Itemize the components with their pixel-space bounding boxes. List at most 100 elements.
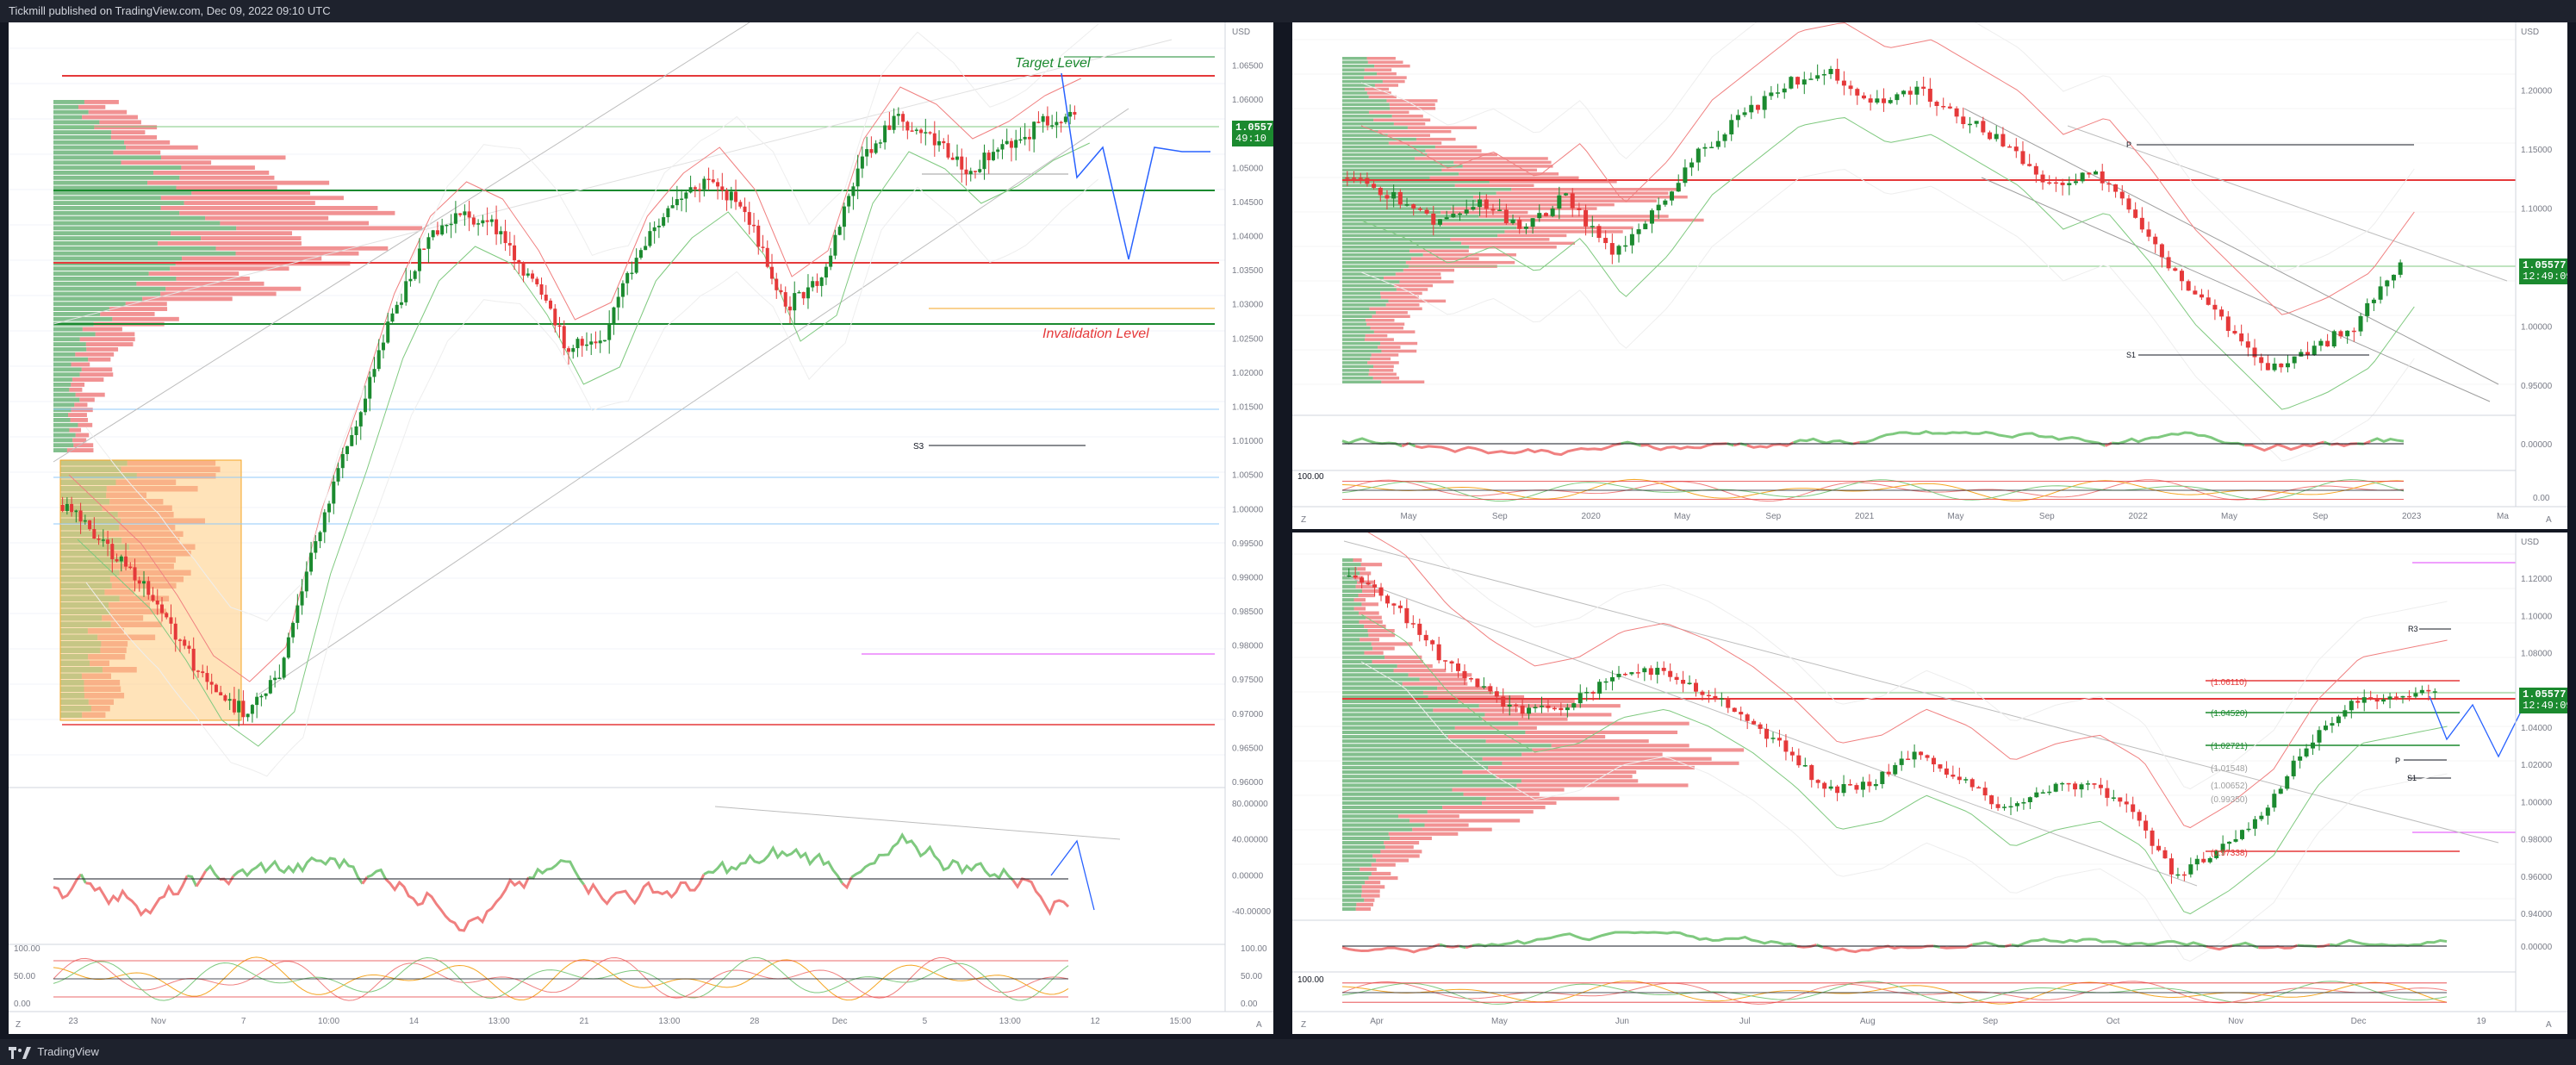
scale-a-button[interactable]: A [1256,1020,1262,1030]
daily-vp-green [1342,700,1459,704]
main-candle [467,211,471,218]
daily-candle [1430,640,1435,645]
scale-z-button[interactable]: Z [16,1020,21,1030]
main-osc-line [361,876,369,885]
main-chart-panel[interactable]: Target Level Invalidation Level S3 USD 1.… [9,22,1273,1034]
daily-vp-red [1353,558,1362,563]
main-axis-label: 1.03000 [1232,301,1264,310]
main-vp-green [53,427,70,433]
main-candle [576,339,580,349]
main-vp-red [71,362,90,367]
main-candle [431,230,435,238]
weekly-candle [1888,100,1893,103]
main-candle [905,121,910,131]
weekly-vp-green [1342,346,1378,349]
weekly-vp-green [1342,296,1381,299]
daily-vp-green [1342,584,1356,589]
weekly-vp-red [1365,333,1388,338]
main-candle [214,684,218,693]
daily-candle [1706,694,1711,697]
weekly-candle [1649,210,1654,224]
main-osc-line [219,875,235,887]
daily-vp-red [1516,783,1689,788]
weekly-vp-red [1469,246,1557,249]
weekly-candle [2225,316,2231,332]
daily-candle [2381,699,2386,702]
main-candle [300,591,304,606]
daily-candle [1969,779,1975,788]
main-vp-red [160,206,378,210]
weekly-scale-a[interactable]: A [2546,515,2552,525]
daily-channel-1 [1343,575,2198,887]
main-candle [946,143,950,158]
weekly-vp-green [1342,299,1389,303]
weekly-vp-red [1497,234,1567,238]
weekly-candle [2325,340,2330,347]
main-candle [756,225,761,247]
main-candle [151,595,155,601]
daily-vp-green [1342,717,1483,721]
weekly-chart-panel[interactable]: P S1 USD1.200001.150001.100001.050001.00… [1292,22,2567,529]
weekly-candle [2358,315,2363,332]
main-vp-green [53,332,96,337]
daily-scale-z[interactable]: Z [1301,1020,1306,1030]
weekly-chart-svg[interactable]: P S1 USD1.200001.150001.100001.050001.00… [1292,22,2567,529]
weekly-candle [2033,165,2038,175]
main-candle [553,308,557,326]
weekly-vp-green [1342,122,1394,126]
weekly-candle [1755,104,1760,110]
main-candle [408,278,413,282]
main-vp-green [53,120,100,125]
daily-candle [1372,584,1378,588]
weekly-vp-red [1380,291,1422,296]
weekly-vp-red [1380,296,1419,299]
main-vp-green [53,231,171,236]
main-candle [602,339,607,342]
daily-vp-red [1371,871,1391,875]
daily-osc-line [1822,944,1934,954]
weekly-candle [2000,134,2006,146]
weekly-vp-red [1377,72,1397,76]
main-candle [232,699,236,713]
main-vp-red [73,443,94,448]
weekly-osc-axis-label: 0.00000 [2521,440,2553,450]
daily-chart-panel[interactable]: R3 (1.06110) (1.04520) (1.02721) (1.0154… [1292,532,2567,1034]
daily-vp-green [1342,788,1453,792]
weekly-candle [1670,191,1675,201]
main-candle [476,223,481,225]
daily-candle [1610,676,1615,682]
daily-vp-green [1342,567,1358,571]
daily-vp-green [1342,664,1397,669]
daily-candle [1951,775,1956,777]
weekly-vp-green [1342,91,1367,95]
daily-candle [1417,623,1422,635]
main-candle [187,645,191,649]
weekly-vp-green [1342,372,1369,377]
main-time-axis: 23 Nov 7 10:00 14 13:00 21 13:00 28 Dec 5 13:00 12 15… [68,1017,1192,1026]
main-vp-green [53,206,161,210]
main-time-label: 13:00 [658,1017,680,1026]
daily-chart-svg[interactable]: R3 (1.06110) (1.04520) (1.02721) (1.0154… [1292,532,2567,1034]
main-candle [811,281,815,288]
daily-level-3: (1.02721) [2211,742,2248,751]
daily-scale-a[interactable]: A [2546,1020,2552,1030]
daily-axis-label: 1.12000 [2521,575,2553,584]
weekly-s1-label: S1 [2126,351,2136,359]
daily-vp-red [1361,602,1378,607]
main-vp-red [160,291,277,296]
weekly-vp-green [1342,107,1391,110]
daily-vp-green [1342,841,1384,845]
daily-vp-red [1358,594,1376,598]
weekly-scale-z[interactable]: Z [1301,515,1306,525]
daily-time-label: Jun [1615,1017,1629,1026]
daily-candle [1397,605,1403,608]
main-candle [453,213,457,224]
main-chart-svg[interactable]: Target Level Invalidation Level S3 USD 1.… [9,22,1273,1034]
weekly-candle [2047,182,2052,184]
weekly-candle [1570,193,1575,209]
weekly-candle [2338,331,2343,337]
daily-axis-label: 0.96000 [2521,873,2553,882]
main-vp-red [84,100,119,104]
weekly-candle [2292,356,2297,364]
weekly-vp-green [1342,195,1473,199]
